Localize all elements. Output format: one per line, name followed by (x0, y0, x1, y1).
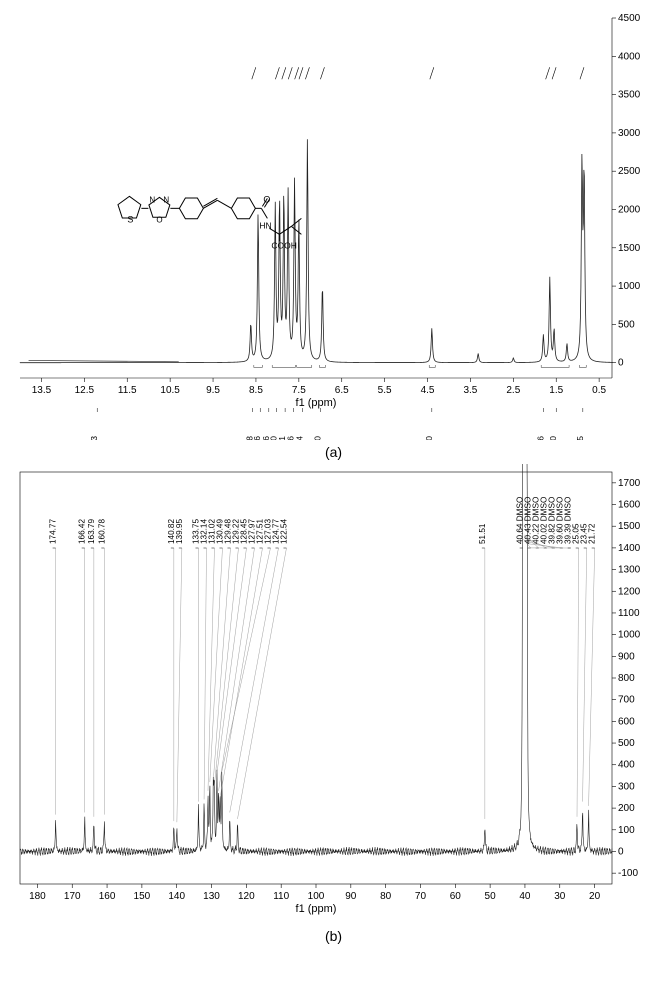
svg-text:6.5: 6.5 (335, 385, 349, 396)
svg-text:110: 110 (273, 891, 289, 902)
svg-text:70: 70 (415, 891, 427, 902)
svg-text:9.5: 9.5 (206, 385, 220, 396)
caption-a: (a) (10, 440, 657, 464)
svg-text:120: 120 (238, 891, 255, 902)
svg-text:500: 500 (618, 319, 635, 330)
nmr-1h-chart: 13.5 12.5 11.5 10.5 9.5 8.5 7.5 6.5 5.5 4.5 3.5 2.5… (10, 10, 657, 440)
svg-text:3000: 3000 (618, 128, 641, 139)
svg-text:160.78: 160.78 (97, 519, 106, 544)
svg-text:1.10: 1.10 (312, 436, 322, 440)
svg-text:O: O (156, 215, 162, 224)
svg-text:6.05: 6.05 (575, 436, 585, 440)
svg-text:S: S (127, 214, 133, 224)
svg-text:500: 500 (618, 738, 635, 749)
svg-text:20: 20 (589, 891, 601, 902)
caption-b: (b) (10, 924, 657, 948)
svg-text:4000: 4000 (618, 51, 641, 62)
svg-text:170: 170 (64, 891, 81, 902)
svg-text:1.00: 1.00 (548, 436, 558, 440)
svg-text:1.96: 1.96 (535, 436, 545, 440)
svg-text:2.24: 2.24 (294, 436, 304, 440)
svg-text:f1 (ppm): f1 (ppm) (296, 397, 337, 409)
svg-text:COOH: COOH (271, 240, 297, 250)
nmr-13c-chart: 180 170 160 150 140 130 120 110 100 90 80 70 60 50 40 3… (10, 464, 657, 924)
svg-text:12.5: 12.5 (75, 385, 95, 396)
svg-text:21.72: 21.72 (588, 523, 597, 544)
svg-text:1400: 1400 (618, 543, 641, 554)
svg-text:0.63: 0.63 (89, 436, 99, 440)
svg-text:0: 0 (618, 846, 624, 857)
svg-text:-100: -100 (618, 868, 638, 879)
svg-text:0.5: 0.5 (592, 385, 606, 396)
svg-text:1.00: 1.00 (424, 436, 434, 440)
svg-text:139.95: 139.95 (175, 519, 184, 544)
svg-text:150: 150 (134, 891, 151, 902)
svg-text:50: 50 (485, 891, 497, 902)
svg-text:700: 700 (618, 695, 635, 706)
svg-text:400: 400 (618, 760, 635, 771)
svg-text:180: 180 (29, 891, 46, 902)
svg-text:1000: 1000 (618, 281, 641, 292)
svg-text:4500: 4500 (618, 13, 641, 24)
svg-text:80: 80 (380, 891, 392, 902)
svg-text:163.79: 163.79 (87, 519, 96, 544)
svg-text:1300: 1300 (618, 565, 641, 576)
svg-text:3500: 3500 (618, 90, 641, 101)
svg-text:800: 800 (618, 673, 635, 684)
svg-text:160: 160 (99, 891, 116, 902)
svg-text:5.5: 5.5 (378, 385, 392, 396)
svg-text:122.54: 122.54 (279, 519, 288, 544)
svg-text:7.5: 7.5 (292, 385, 306, 396)
svg-text:600: 600 (618, 716, 635, 727)
panel-b: 180 170 160 150 140 130 120 110 100 90 80 70 60 50 40 3… (10, 464, 657, 948)
svg-text:166.42: 166.42 (78, 519, 87, 544)
svg-text:N: N (149, 195, 155, 204)
svg-text:2500: 2500 (618, 166, 641, 177)
svg-text:2000: 2000 (618, 204, 641, 215)
svg-text:1000: 1000 (618, 630, 641, 641)
svg-text:10.5: 10.5 (160, 385, 180, 396)
svg-text:1200: 1200 (618, 586, 641, 597)
svg-text:1500: 1500 (618, 521, 641, 532)
svg-text:1600: 1600 (618, 500, 641, 511)
svg-text:8.5: 8.5 (249, 385, 263, 396)
svg-text:11.5: 11.5 (118, 385, 137, 396)
svg-text:100: 100 (618, 825, 635, 836)
svg-text:200: 200 (618, 803, 635, 814)
svg-text:13.5: 13.5 (32, 385, 52, 396)
svg-text:1.5: 1.5 (549, 385, 563, 396)
svg-text:0: 0 (618, 358, 624, 369)
svg-text:300: 300 (618, 781, 635, 792)
svg-text:30: 30 (554, 891, 566, 902)
svg-text:90: 90 (345, 891, 357, 902)
svg-text:1100: 1100 (618, 608, 640, 619)
svg-text:3.5: 3.5 (463, 385, 477, 396)
svg-text:40: 40 (519, 891, 531, 902)
svg-text:900: 900 (618, 651, 635, 662)
svg-text:130: 130 (203, 891, 220, 902)
panel-a: 13.5 12.5 11.5 10.5 9.5 8.5 7.5 6.5 5.5 4.5 3.5 2.5… (10, 10, 657, 464)
svg-text:100: 100 (308, 891, 325, 902)
svg-text:174.77: 174.77 (49, 519, 58, 544)
svg-text:140: 140 (168, 891, 185, 902)
svg-text:4.5: 4.5 (421, 385, 435, 396)
svg-text:N: N (163, 195, 169, 204)
svg-text:60: 60 (450, 891, 462, 902)
svg-text:2.5: 2.5 (506, 385, 520, 396)
svg-text:1700: 1700 (618, 478, 641, 489)
svg-text:f1 (ppm): f1 (ppm) (296, 903, 337, 915)
svg-text:51.51: 51.51 (478, 523, 487, 544)
svg-text:1500: 1500 (618, 243, 641, 254)
